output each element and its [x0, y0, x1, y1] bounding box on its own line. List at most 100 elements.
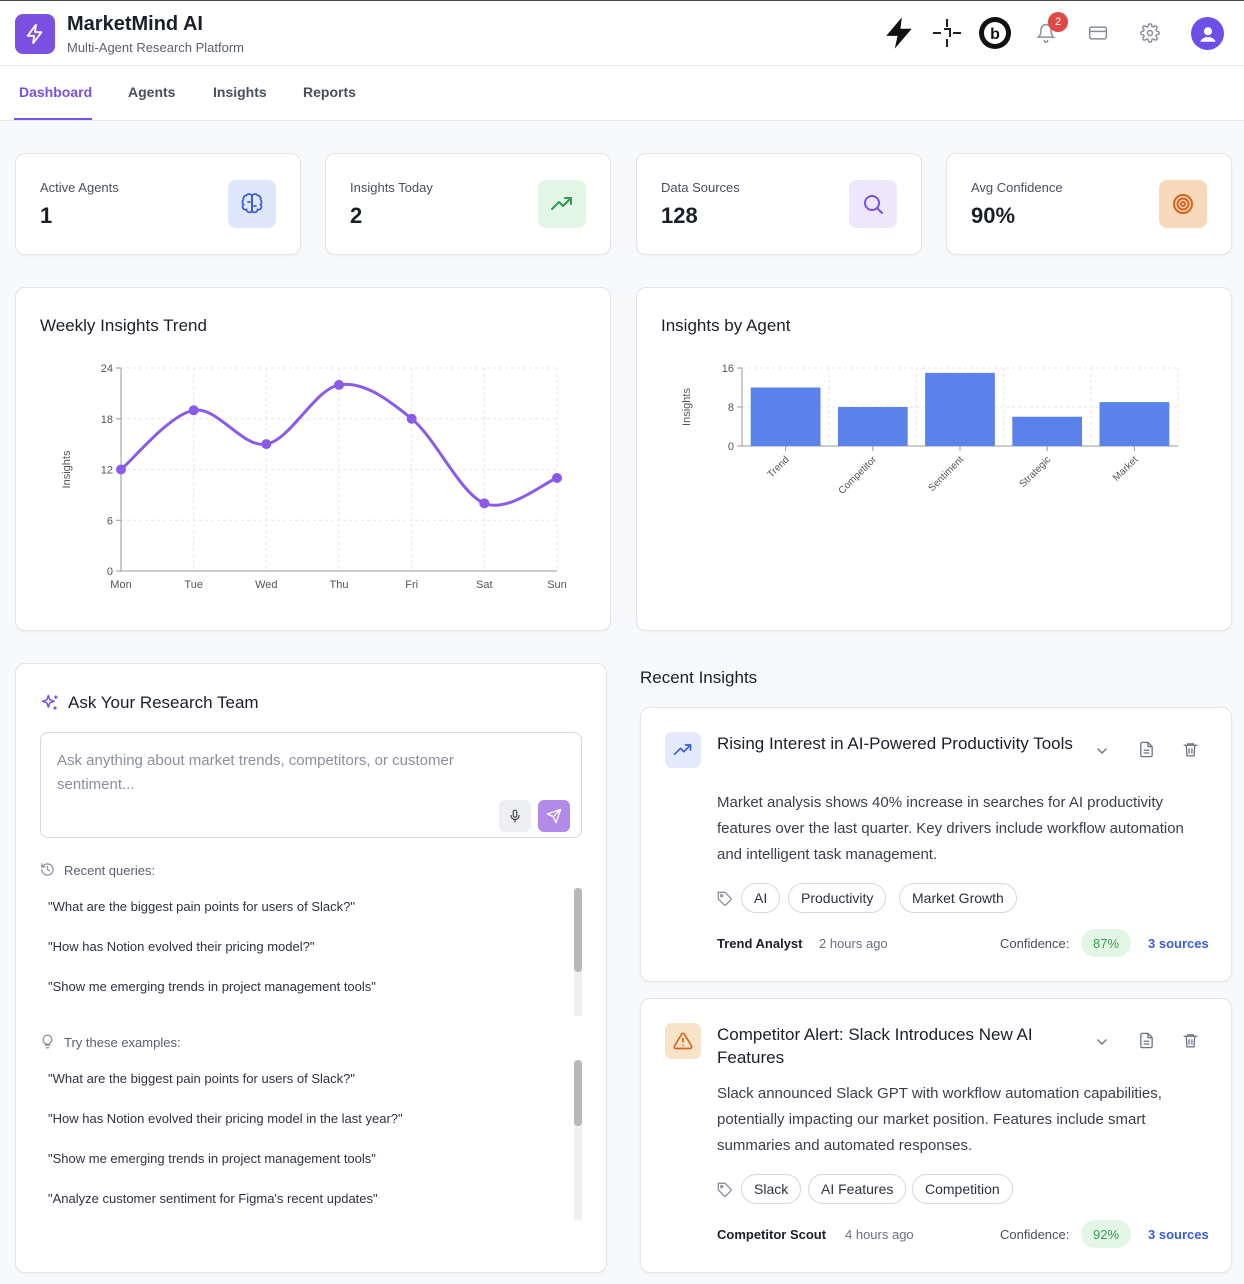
tag-icon	[717, 1182, 733, 1203]
sources-link[interactable]: 3 sources	[1148, 1227, 1209, 1242]
x-tick-label: Tue	[184, 579, 203, 591]
brand-b-icon[interactable]: b	[977, 15, 1013, 51]
insight-title: Rising Interest in AI-Powered Productivi…	[717, 734, 1073, 753]
bell-icon[interactable]	[1028, 15, 1064, 51]
ask-research-panel: Ask Your Research Team Ask anything abou…	[15, 663, 607, 1273]
bar	[750, 387, 821, 446]
scrollbar-thumb[interactable]	[574, 1060, 582, 1126]
example-query[interactable]: "What are the biggest pain points for us…	[48, 1071, 355, 1086]
stat-value: 1	[40, 203, 53, 228]
tag-chip[interactable]: Slack	[741, 1174, 802, 1204]
chevron-down-icon[interactable]	[1091, 740, 1113, 762]
crosshair-icon[interactable]	[929, 15, 965, 51]
mic-button[interactable]	[499, 800, 531, 832]
stat-card-insights-today: Insights Today 2	[325, 153, 611, 255]
y-axis-label: Insights	[681, 388, 693, 426]
ask-input[interactable]: Ask anything about market trends, compet…	[40, 732, 582, 838]
insight-time: 4 hours ago	[845, 1227, 914, 1242]
insight-time: 2 hours ago	[819, 936, 888, 951]
ask-input-placeholder: Ask anything about market trends, compet…	[57, 752, 454, 793]
data-point	[552, 472, 562, 483]
logo-zap-icon	[15, 14, 55, 54]
brain-icon	[228, 180, 276, 228]
tab-agents[interactable]: Agents	[128, 84, 176, 100]
x-tick-label: Sun	[547, 579, 567, 591]
chart-title: Insights by Agent	[661, 316, 791, 335]
app-title: MarketMind AI	[67, 13, 203, 35]
x-tick-label: Competitor	[837, 454, 880, 497]
stat-label: Insights Today	[350, 180, 433, 195]
trash-icon[interactable]	[1179, 1029, 1201, 1051]
gear-icon[interactable]	[1132, 15, 1168, 51]
agent-insights-card: Insights by Agent 0 8 16 Insights Trend Compe…	[636, 287, 1232, 631]
card-icon[interactable]	[1080, 15, 1116, 51]
recent-query[interactable]: "Show me emerging trends in project mana…	[48, 979, 376, 994]
y-tick-label: 24	[101, 363, 113, 375]
svg-text:b: b	[990, 26, 1000, 43]
user-avatar-icon[interactable]	[1191, 17, 1224, 50]
nav-tabs: Dashboard Agents Insights Reports	[0, 66, 1244, 121]
zap-icon[interactable]	[881, 15, 917, 51]
data-point	[479, 498, 490, 509]
example-query[interactable]: "Show me emerging trends in project mana…	[48, 1151, 376, 1166]
tag-chip[interactable]: AI	[741, 883, 781, 913]
y-axis-label: Insights	[61, 450, 73, 488]
trash-icon[interactable]	[1179, 738, 1201, 760]
tag-chip[interactable]: Market Growth	[899, 883, 1017, 913]
confidence-label: Confidence:	[1000, 1227, 1070, 1242]
data-point	[188, 405, 199, 416]
tag-chip[interactable]: Productivity	[788, 883, 887, 913]
stat-value: 128	[661, 203, 698, 228]
active-tab-indicator	[14, 118, 92, 120]
x-tick-label: Sentiment	[927, 454, 967, 494]
confidence-badge: 87%	[1081, 929, 1132, 957]
tab-insights[interactable]: Insights	[213, 84, 267, 100]
bar	[1099, 402, 1170, 446]
data-point	[406, 413, 417, 424]
notification-badge: 2	[1048, 12, 1068, 32]
example-query[interactable]: "How has Notion evolved their pricing mo…	[48, 1111, 403, 1126]
y-tick-label: 12	[101, 465, 113, 477]
document-icon[interactable]	[1135, 1029, 1157, 1051]
confidence-badge: 92%	[1081, 1220, 1132, 1248]
x-tick-label: Fri	[405, 579, 418, 591]
x-tick-label: Strategic	[1018, 454, 1054, 490]
y-tick-label: 6	[107, 515, 113, 527]
example-query[interactable]: "Analyze customer sentiment for Figma's …	[48, 1191, 378, 1206]
recent-query[interactable]: "How has Notion evolved their pricing mo…	[48, 939, 315, 954]
chevron-down-icon[interactable]	[1091, 1031, 1113, 1053]
tab-reports[interactable]: Reports	[303, 84, 356, 100]
scrollbar-thumb[interactable]	[574, 888, 582, 972]
ask-title: Ask Your Research Team	[68, 693, 259, 712]
lightbulb-icon	[40, 1034, 55, 1054]
document-icon[interactable]	[1135, 738, 1157, 760]
sparkles-icon	[40, 693, 60, 718]
insight-agent: Trend Analyst	[717, 936, 803, 951]
weekly-insights-card: Weekly Insights Trend 0 6 12 18 24 Mon Tue Wed T…	[15, 287, 611, 631]
x-tick-label: Wed	[255, 579, 277, 591]
insight-title: Competitor Alert: Slack Introduces New A…	[717, 1025, 1033, 1067]
recent-query[interactable]: "What are the biggest pain points for us…	[48, 899, 355, 914]
tab-dashboard[interactable]: Dashboard	[19, 84, 93, 100]
insight-body: Slack announced Slack GPT with workflow …	[717, 1085, 1162, 1154]
stat-card-active-agents: Active Agents 1	[15, 153, 301, 255]
app-header: MarketMind AI Multi-Agent Research Platf…	[0, 0, 1244, 66]
tag-chip[interactable]: AI Features	[808, 1174, 907, 1204]
stat-value: 90%	[971, 203, 1016, 228]
history-icon	[40, 862, 55, 882]
recent-queries-scrollbar[interactable]	[574, 888, 582, 1016]
y-tick-label: 0	[728, 441, 734, 453]
examples-scrollbar[interactable]	[574, 1060, 582, 1220]
insights-by-agent-chart: 0 8 16 Insights Trend Competitor Sentiment Stra…	[681, 363, 1179, 497]
x-tick-label: Market	[1111, 454, 1141, 484]
bar	[925, 372, 995, 446]
data-point	[261, 439, 272, 450]
send-button[interactable]	[538, 800, 570, 832]
y-tick-label: 16	[722, 363, 734, 375]
x-tick-label: Trend	[766, 454, 792, 480]
data-point	[116, 464, 126, 475]
sources-link[interactable]: 3 sources	[1148, 936, 1209, 951]
tag-chip[interactable]: Competition	[912, 1174, 1013, 1204]
stat-value: 2	[350, 203, 363, 228]
chart-title: Weekly Insights Trend	[40, 316, 207, 335]
